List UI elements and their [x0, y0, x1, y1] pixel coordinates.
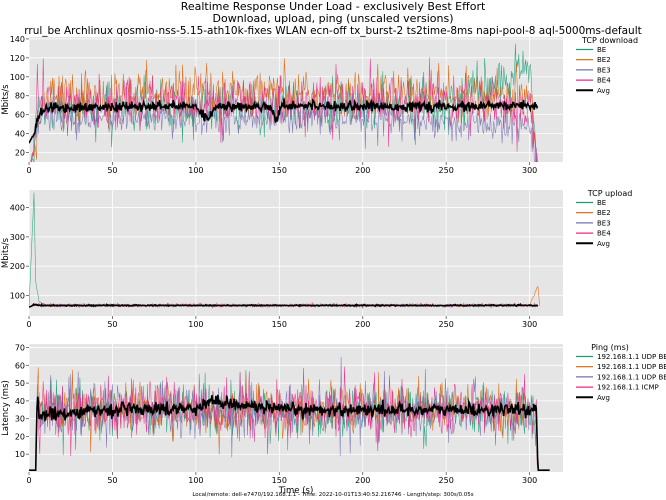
- upload-legend-title: TCP upload: [587, 189, 633, 198]
- upload-legend-label: BE3: [597, 219, 611, 227]
- download-legend-label: BE4: [597, 77, 611, 85]
- upload-series-avg: [29, 302, 539, 308]
- ping-x-tick-label: 100: [188, 476, 203, 485]
- upload-panel: 0 50 100 150 200 250 300 100 200 300 400 Mbits/s TCP…: [1, 189, 632, 329]
- download-y-tick-label: 20: [15, 149, 25, 158]
- download-legend-label: Avg: [597, 87, 610, 95]
- upload-legend-label: BE4: [597, 230, 611, 238]
- ping-legend-label: 192.168.1.1 UDP BE1: [597, 353, 666, 361]
- ping-y-tick-label: 20: [15, 432, 25, 441]
- upload-y-tick-label: 300: [10, 233, 25, 242]
- download-series-group: [29, 43, 539, 162]
- ping-x-axis-label: Time (s): [278, 486, 314, 496]
- ping-y-tick-label: 30: [15, 415, 25, 424]
- ping-y-tick-label: 60: [15, 361, 25, 370]
- ping-x-tick-label: 0: [26, 476, 31, 485]
- download-legend-label: BE3: [597, 66, 611, 74]
- download-y-tick-label: 100: [10, 73, 25, 82]
- upload-y-axis-label: Mbits/s: [1, 237, 11, 268]
- download-legend-label: BE2: [597, 56, 611, 64]
- download-series-avg: [29, 98, 539, 144]
- upload-x-tick-label: 50: [107, 320, 117, 329]
- upload-plot-area: [29, 190, 563, 316]
- ping-legend: Ping (ms)192.168.1.1 UDP BE1192.168.1.1 …: [576, 343, 666, 402]
- download-x-tick-label: 150: [272, 166, 287, 175]
- download-x-tick-label: 200: [355, 166, 370, 175]
- upload-x-tick-label: 150: [272, 320, 287, 329]
- upload-x-tick-label: 250: [439, 320, 454, 329]
- ping-x-tick-label: 200: [355, 476, 370, 485]
- upload-y-tick-label: 400: [10, 204, 25, 213]
- download-x-tick-label: 0: [26, 166, 31, 175]
- figure-subtitle: Download, upload, ping (unscaled version…: [213, 12, 454, 25]
- upload-x-tick-label: 300: [522, 320, 537, 329]
- download-legend-label: BE: [597, 46, 606, 54]
- footer-text: Local/remote: dell-e7470/192.168.1.1 - T…: [192, 492, 473, 498]
- upload-y-tick-label: 100: [10, 291, 25, 300]
- download-y-tick-label: 140: [10, 35, 25, 44]
- upload-y-tick-label: 200: [10, 262, 25, 271]
- download-x-tick-label: 100: [188, 166, 203, 175]
- download-y-tick-label: 60: [15, 111, 25, 120]
- download-legend-title: TCP download: [581, 36, 638, 45]
- ping-legend-label: Avg: [597, 394, 610, 402]
- download-panel: 0 50 100 150 200 250 300 20 40 60 80 100 120 140 Mbits…: [1, 35, 638, 175]
- figure-title: Realtime Response Under Load - exclusive…: [181, 0, 486, 13]
- figure-run-description: rrul_be Archlinux qosmio-nss-5.15-ath10k…: [24, 25, 641, 37]
- download-y-axis-label: Mbits/s: [1, 84, 11, 115]
- upload-x-tick-label: 0: [26, 320, 31, 329]
- ping-x-tick-label: 50: [107, 476, 117, 485]
- ping-series-group: [29, 356, 550, 472]
- upload-series-group: [29, 192, 540, 310]
- ping-y-tick-label: 70: [15, 344, 25, 353]
- upload-x-tick-label: 200: [355, 320, 370, 329]
- download-y-tick-label: 120: [10, 54, 25, 63]
- download-y-tick-label: 40: [15, 130, 25, 139]
- download-x-tick-label: 250: [439, 166, 454, 175]
- ping-legend-title: Ping (ms): [591, 343, 629, 352]
- upload-legend-label: BE2: [597, 209, 611, 217]
- download-x-tick-label: 50: [107, 166, 117, 175]
- ping-legend-label: 192.168.1.1 ICMP: [597, 384, 659, 392]
- ping-x-tick-label: 150: [272, 476, 287, 485]
- download-y-tick-label: 80: [15, 92, 25, 101]
- ping-y-tick-label: 50: [15, 379, 25, 388]
- upload-x-tick-label: 100: [188, 320, 203, 329]
- download-series-be3: [31, 85, 538, 162]
- ping-y-tick-label: 40: [15, 397, 25, 406]
- ping-legend-label: 192.168.1.1 UDP BE1: [597, 363, 666, 371]
- ping-x-tick-label: 300: [522, 476, 537, 485]
- ping-x-tick-label: 250: [439, 476, 454, 485]
- ping-series-avg: [29, 394, 550, 472]
- ping-legend-label: 192.168.1.1 UDP BE1: [597, 373, 666, 381]
- upload-legend-label: BE: [597, 199, 606, 207]
- ping-panel: 0 50 100 150 200 250 300 10 20 30 40 50 60 70 Latency …: [1, 343, 666, 496]
- download-x-tick-label: 300: [522, 166, 537, 175]
- ping-y-tick-label: 10: [15, 450, 25, 459]
- ping-y-axis-label: Latency (ms): [1, 380, 11, 436]
- upload-legend-label: Avg: [597, 240, 610, 248]
